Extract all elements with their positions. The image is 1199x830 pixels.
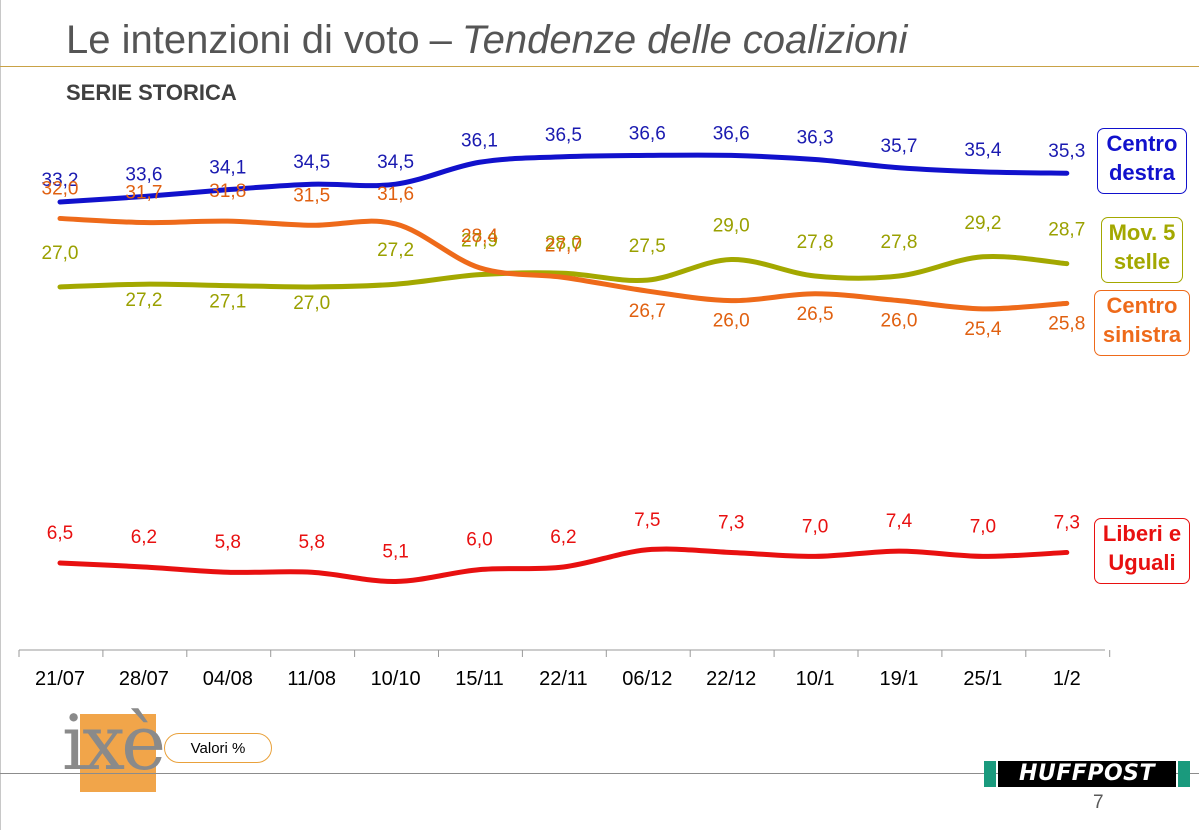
logo-background: [80, 714, 156, 792]
data-label: 31,6: [377, 184, 414, 205]
x-tick-label: 19/1: [880, 668, 919, 690]
data-label: 28,7: [1048, 220, 1085, 241]
x-tick-label: 04/08: [203, 668, 253, 690]
data-label: 27,5: [629, 236, 666, 257]
data-label: 5,8: [298, 532, 324, 553]
legend-liberi-uguali: Liberi e Uguali: [1094, 518, 1190, 584]
footer-divider: [0, 773, 1199, 774]
page-title: Le intenzioni di voto – Tendenze delle coa…: [66, 16, 907, 64]
data-label: 36,6: [629, 123, 666, 144]
data-label: 26,5: [797, 304, 834, 325]
legend-label-line2: sinistra: [1102, 322, 1182, 347]
data-label: 29,2: [964, 213, 1001, 234]
data-label: 36,5: [545, 125, 582, 146]
data-label: 25,4: [964, 319, 1001, 340]
data-label: 7,5: [634, 510, 660, 531]
data-label: 32,0: [42, 178, 79, 199]
valori-badge: Valori %: [164, 733, 272, 763]
data-label: 7,3: [718, 512, 744, 533]
data-label: 7,0: [970, 516, 996, 537]
data-label: 34,5: [377, 152, 414, 173]
title-separator: –: [429, 18, 452, 62]
x-tick-label: 11/08: [287, 668, 336, 690]
data-label: 27,8: [797, 232, 834, 253]
legend-label-line2: destra: [1108, 160, 1176, 185]
data-label: 36,6: [713, 123, 750, 144]
data-label: 27,1: [209, 292, 246, 313]
data-label: 27,0: [293, 293, 330, 314]
legend-label-line2: Uguali: [1108, 550, 1176, 575]
title-divider: [0, 66, 1199, 67]
data-label: 25,8: [1048, 313, 1085, 334]
huffpost-bar-right: [1178, 761, 1190, 787]
data-label: 35,3: [1048, 141, 1085, 162]
data-label: 6,0: [466, 530, 492, 551]
data-label: 27,2: [125, 290, 162, 311]
logo-text: ixè: [62, 698, 166, 787]
x-tick-label: 1/2: [1053, 668, 1081, 690]
huffpost-bar-left: [984, 761, 996, 787]
x-tick-label: 25/1: [963, 668, 1002, 690]
title-italic: Tendenze delle coalizioni: [461, 18, 908, 62]
x-tick-label: 10/10: [371, 668, 421, 690]
page-number: 7: [1093, 792, 1104, 813]
ixe-logo: ixè: [62, 698, 166, 794]
legend-mov5stelle: Mov. 5 stelle: [1101, 217, 1183, 283]
data-label: 33,6: [125, 165, 162, 186]
legend-centro-destra: Centro destra: [1097, 128, 1187, 194]
data-label: 34,5: [293, 152, 330, 173]
data-label: 29,0: [713, 216, 750, 237]
legend-label-line1: Centro: [1106, 293, 1178, 318]
series-line-mov5stelle: [57, 253, 1070, 290]
data-label: 34,1: [209, 158, 246, 179]
huffpost-wordmark: HUFFPOST: [998, 761, 1176, 787]
frame-border: [0, 0, 1, 830]
data-label: 26,0: [881, 311, 918, 332]
data-label: 6,2: [131, 527, 157, 548]
huffpost-logo: HUFFPOST: [984, 761, 1190, 787]
data-label: 5,1: [382, 541, 408, 562]
data-label: 6,2: [550, 527, 576, 548]
x-tick-label: 10/1: [796, 668, 835, 690]
legend-centro-sinistra: Centro sinistra: [1094, 290, 1190, 356]
legend-label-line1: Liberi e: [1102, 521, 1182, 546]
data-label: 36,1: [461, 130, 498, 151]
x-tick-label: 21/07: [35, 668, 85, 690]
x-tick-label: 22/11: [539, 668, 588, 690]
x-tick-label: 22/12: [706, 668, 756, 690]
legend-label-line1: Centro: [1106, 131, 1178, 156]
data-label: 28,0: [545, 233, 582, 254]
data-label: 27,9: [461, 231, 498, 252]
data-label: 35,7: [881, 136, 918, 157]
data-label: 33,2: [42, 170, 79, 191]
data-label: 27,2: [377, 240, 414, 261]
data-label: 35,4: [964, 140, 1001, 161]
data-label: 5,8: [215, 532, 241, 553]
legend-label-line1: Mov. 5: [1108, 220, 1176, 245]
data-label: 36,3: [797, 128, 834, 149]
title-main: Le intenzioni di voto: [66, 18, 420, 62]
data-label: 28,4: [461, 226, 498, 247]
series-line-liberi-uguali: [57, 546, 1070, 584]
x-tick-label: 15/11: [455, 668, 504, 690]
data-label: 31,7: [125, 183, 162, 204]
page-subtitle: SERIE STORICA: [66, 80, 237, 105]
data-label: 27,8: [881, 232, 918, 253]
data-label: 7,4: [886, 511, 913, 532]
data-label: 6,5: [47, 523, 73, 544]
x-tick-label: 28/07: [119, 668, 169, 690]
data-label: 26,7: [629, 301, 666, 322]
series-line-centro-destra: [57, 152, 1070, 205]
series-line-centro-sinistra: [57, 215, 1070, 312]
x-tick-label: 06/12: [622, 668, 672, 690]
data-label: 7,0: [802, 516, 828, 537]
data-label: 26,0: [713, 311, 750, 332]
data-label: 27,0: [42, 243, 79, 264]
data-label: 31,8: [209, 181, 246, 202]
data-label: 7,3: [1054, 512, 1080, 533]
data-label: 31,5: [293, 185, 330, 206]
legend-label-line2: stelle: [1113, 249, 1171, 274]
data-label: 27,7: [545, 235, 582, 256]
